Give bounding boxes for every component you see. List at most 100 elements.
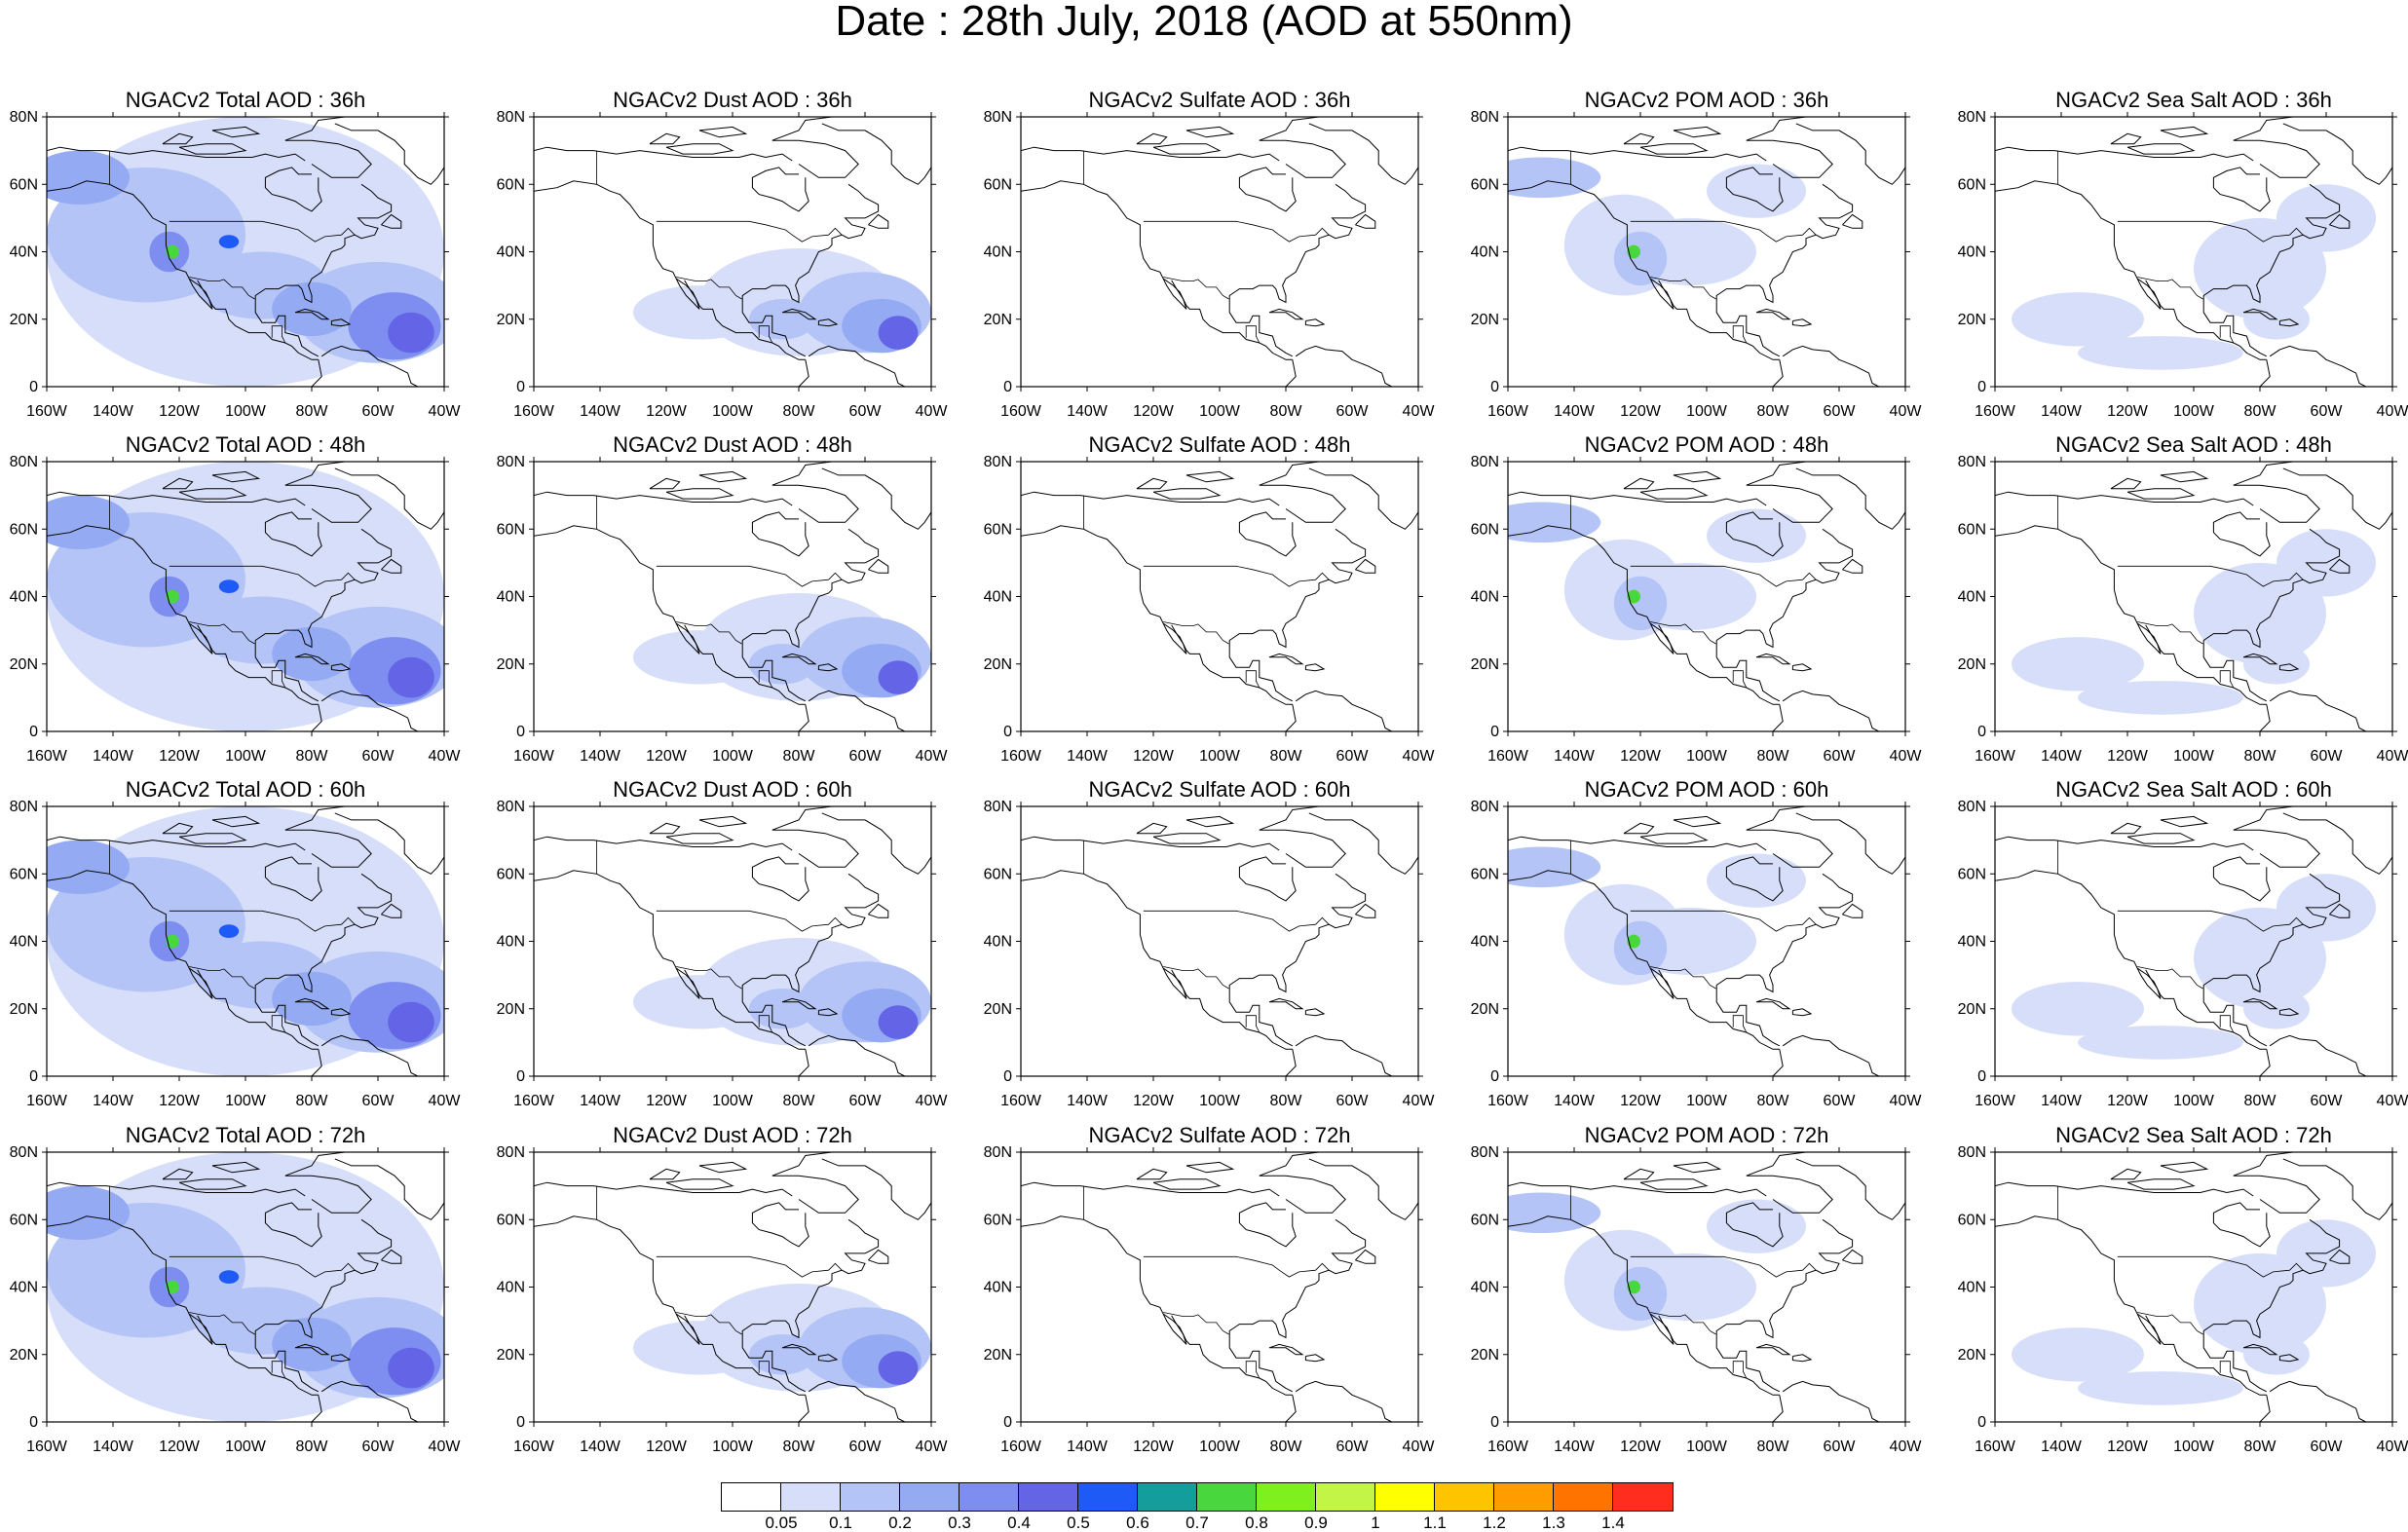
coastline bbox=[1715, 1218, 1854, 1393]
coastline bbox=[781, 997, 817, 1010]
lon-tick-label: 60W bbox=[1336, 1093, 1370, 1109]
lon-tick-label: 140W bbox=[1554, 403, 1596, 420]
lat-tick-label: 20N bbox=[497, 312, 525, 328]
coastline bbox=[821, 117, 931, 185]
coastline bbox=[1782, 690, 1880, 731]
panel-title: NGACv2 Sulfate AOD : 48h bbox=[1088, 432, 1350, 457]
lat-tick-label: 60N bbox=[1958, 176, 1986, 193]
lon-tick-label: 120W bbox=[159, 1093, 201, 1109]
coastline bbox=[1152, 1178, 1222, 1190]
coastlines bbox=[1995, 1152, 2392, 1422]
colorbar-label: 1 bbox=[1371, 1513, 1380, 1532]
coastline bbox=[2212, 1202, 2271, 1248]
lon-tick-label: 100W bbox=[712, 1093, 754, 1109]
aod-area bbox=[1627, 589, 1640, 604]
lon-tick-label: 60W bbox=[1336, 748, 1370, 765]
colorbar-swatch bbox=[1375, 1483, 1435, 1511]
lon-tick-label: 80W bbox=[783, 403, 816, 420]
coastline bbox=[1308, 1152, 1418, 1220]
lon-tick-label: 120W bbox=[159, 403, 201, 420]
lon-tick-label: 80W bbox=[2244, 748, 2277, 765]
coastline bbox=[1259, 462, 1346, 523]
coastline bbox=[868, 558, 889, 574]
coastline bbox=[649, 822, 681, 835]
coastline bbox=[2160, 1161, 2209, 1174]
coastline bbox=[808, 345, 906, 387]
coastline bbox=[1295, 690, 1393, 731]
coastlines bbox=[1021, 806, 1418, 1076]
lon-tick-label: 140W bbox=[1554, 1093, 1596, 1109]
coastline bbox=[2278, 1008, 2300, 1017]
coastline bbox=[311, 704, 322, 731]
lon-tick-label: 40W bbox=[429, 1439, 462, 1455]
coastline bbox=[1746, 117, 1833, 178]
coastline bbox=[534, 525, 806, 705]
coastline bbox=[1623, 822, 1655, 835]
aod-area bbox=[749, 989, 815, 1029]
lon-tick-label: 40W bbox=[916, 403, 949, 420]
coastline bbox=[162, 132, 194, 145]
lon-tick-label: 100W bbox=[1199, 1439, 1241, 1455]
coastline bbox=[781, 1343, 817, 1356]
coastline bbox=[2202, 1218, 2341, 1393]
lat-tick-label: 40N bbox=[984, 1280, 1012, 1296]
coastline bbox=[1623, 1168, 1655, 1180]
coastline bbox=[821, 462, 931, 530]
lat-tick-label: 40N bbox=[1958, 934, 1986, 951]
coastline bbox=[2242, 308, 2278, 320]
lat-tick-label: 40N bbox=[1471, 934, 1499, 951]
coastline bbox=[2242, 997, 2278, 1010]
lon-tick-label: 80W bbox=[1270, 748, 1303, 765]
aod-field bbox=[47, 1152, 444, 1422]
coastline bbox=[1995, 1181, 2254, 1197]
lon-tick-label: 140W bbox=[93, 1439, 134, 1455]
lon-tick-label: 120W bbox=[646, 748, 688, 765]
lat-tick-label: 80N bbox=[497, 1144, 525, 1161]
lat-tick-label: 20N bbox=[1958, 1001, 1986, 1018]
coastline bbox=[1842, 213, 1863, 229]
lon-tick-label: 120W bbox=[2107, 748, 2149, 765]
coastline bbox=[1259, 117, 1346, 178]
lat-tick-label: 60N bbox=[10, 866, 38, 882]
coastline bbox=[1725, 167, 1784, 212]
lat-tick-label: 80N bbox=[1471, 454, 1499, 470]
aod-area bbox=[166, 1280, 179, 1294]
lon-tick-label: 120W bbox=[646, 403, 688, 420]
aod-area bbox=[633, 285, 766, 340]
coastline bbox=[1308, 806, 1418, 875]
lon-tick-label: 100W bbox=[2173, 748, 2215, 765]
aod-area bbox=[218, 235, 240, 248]
coastline bbox=[320, 345, 419, 387]
lon-tick-label: 40W bbox=[1403, 403, 1436, 420]
coastline bbox=[2329, 1249, 2351, 1264]
lon-tick-label: 160W bbox=[1487, 1439, 1529, 1455]
coastline bbox=[1304, 1354, 1326, 1363]
aod-area bbox=[1613, 920, 1668, 976]
coastline bbox=[1021, 870, 1293, 1050]
coastline bbox=[2282, 806, 2392, 875]
country-border bbox=[656, 910, 843, 932]
lat-tick-label: 0 bbox=[516, 1414, 525, 1431]
country-border bbox=[1650, 1312, 1716, 1335]
coastline bbox=[1782, 345, 1880, 387]
lon-tick-label: 160W bbox=[1000, 1439, 1042, 1455]
coastline bbox=[1772, 1049, 1784, 1076]
lat-tick-label: 80N bbox=[10, 109, 38, 126]
aod-area bbox=[47, 840, 130, 894]
aod-area bbox=[2012, 982, 2144, 1036]
country-border bbox=[1245, 1361, 1260, 1379]
coastline bbox=[2278, 318, 2300, 327]
coastline bbox=[1725, 856, 1784, 902]
coastline bbox=[534, 180, 806, 360]
map-panel-14: NGACv2 POM AOD : 60h 80N 60N 40N 20N 0 160W 140… bbox=[1471, 777, 1923, 1109]
panel-title: NGACv2 Sea Salt AOD : 60h bbox=[2055, 777, 2332, 802]
country-border bbox=[1732, 670, 1748, 689]
lat-tick-label: 80N bbox=[1958, 109, 1986, 126]
lat-tick-label: 0 bbox=[29, 379, 38, 395]
country-border bbox=[656, 565, 843, 587]
coastline bbox=[2126, 143, 2196, 155]
coastline bbox=[1136, 477, 1168, 490]
lon-tick-label: 80W bbox=[783, 1093, 816, 1109]
lat-tick-label: 60N bbox=[1471, 521, 1499, 538]
coastline bbox=[1162, 967, 1187, 999]
